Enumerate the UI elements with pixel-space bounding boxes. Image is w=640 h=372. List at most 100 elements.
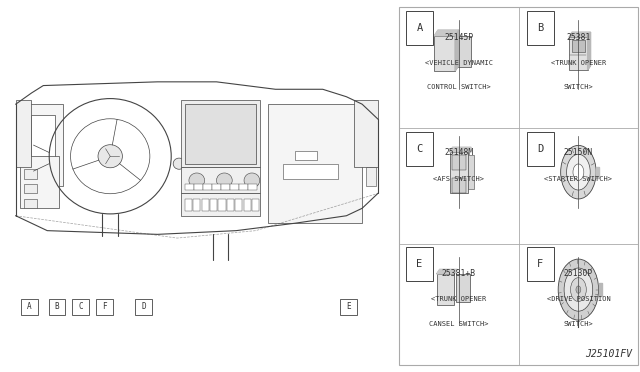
Text: F: F xyxy=(537,259,543,269)
Bar xyxy=(450,152,468,193)
Bar xyxy=(227,199,234,211)
Polygon shape xyxy=(436,269,458,274)
Bar xyxy=(24,104,63,186)
Text: A: A xyxy=(28,302,32,311)
Polygon shape xyxy=(455,30,459,71)
Circle shape xyxy=(173,158,185,169)
Bar xyxy=(244,199,251,211)
Bar xyxy=(24,184,37,193)
Text: E: E xyxy=(346,302,351,311)
Circle shape xyxy=(570,278,586,301)
Bar xyxy=(366,167,376,186)
Circle shape xyxy=(189,173,205,188)
Polygon shape xyxy=(596,167,599,178)
Text: 25145P: 25145P xyxy=(444,33,474,42)
Bar xyxy=(16,100,31,167)
Text: 25148M: 25148M xyxy=(444,148,474,157)
Polygon shape xyxy=(569,32,591,36)
FancyBboxPatch shape xyxy=(21,299,38,315)
FancyBboxPatch shape xyxy=(527,11,554,45)
Bar xyxy=(218,199,225,211)
Bar xyxy=(31,115,55,175)
Bar xyxy=(569,37,588,70)
Bar xyxy=(185,104,256,164)
Circle shape xyxy=(576,286,581,293)
Text: B: B xyxy=(537,23,543,33)
Polygon shape xyxy=(588,32,591,70)
Text: F: F xyxy=(102,302,107,311)
FancyBboxPatch shape xyxy=(527,132,554,166)
Text: C: C xyxy=(78,302,83,311)
Circle shape xyxy=(558,259,598,320)
Text: CONTROL SWITCH>: CONTROL SWITCH> xyxy=(427,84,491,90)
Text: <STARTER SWITCH>: <STARTER SWITCH> xyxy=(545,176,612,182)
Bar xyxy=(252,199,259,211)
Bar xyxy=(456,274,470,302)
Text: C: C xyxy=(417,144,422,154)
FancyBboxPatch shape xyxy=(136,299,152,315)
Bar xyxy=(436,274,454,305)
Bar xyxy=(193,199,200,211)
Bar xyxy=(456,36,471,67)
Bar xyxy=(202,199,209,211)
Bar xyxy=(239,184,248,190)
Bar xyxy=(203,184,212,190)
Bar xyxy=(24,199,37,208)
Polygon shape xyxy=(450,147,471,152)
Bar xyxy=(212,184,221,190)
Bar xyxy=(452,178,466,193)
Text: <AFS SWITCH>: <AFS SWITCH> xyxy=(433,176,484,182)
Circle shape xyxy=(244,173,260,188)
Bar xyxy=(20,156,59,208)
Circle shape xyxy=(561,145,596,199)
Text: SWITCH>: SWITCH> xyxy=(564,321,593,327)
Text: <DRIVE POSITION: <DRIVE POSITION xyxy=(547,296,611,302)
Text: <VEHICLE DYNAMIC: <VEHICLE DYNAMIC xyxy=(425,60,493,66)
Text: J25101FV: J25101FV xyxy=(586,349,632,359)
FancyBboxPatch shape xyxy=(72,299,89,315)
Bar xyxy=(235,199,243,211)
FancyBboxPatch shape xyxy=(406,132,433,166)
Bar xyxy=(230,184,239,190)
FancyBboxPatch shape xyxy=(49,299,65,315)
Text: A: A xyxy=(417,23,422,33)
Bar xyxy=(24,169,37,179)
Bar xyxy=(435,36,455,71)
Bar xyxy=(452,155,466,170)
Text: SWITCH>: SWITCH> xyxy=(564,84,593,90)
Bar xyxy=(572,40,585,51)
Text: D: D xyxy=(141,302,146,311)
Bar xyxy=(248,184,257,190)
FancyBboxPatch shape xyxy=(527,247,554,281)
Circle shape xyxy=(216,173,232,188)
Bar xyxy=(355,100,378,167)
Bar xyxy=(185,184,194,190)
Bar xyxy=(181,100,260,167)
FancyBboxPatch shape xyxy=(406,11,433,45)
Text: 25130P: 25130P xyxy=(564,269,593,278)
Polygon shape xyxy=(598,283,602,296)
FancyBboxPatch shape xyxy=(340,299,356,315)
Text: 25381+B: 25381+B xyxy=(442,269,476,278)
Bar xyxy=(194,184,203,190)
Text: D: D xyxy=(537,144,543,154)
Bar xyxy=(210,199,217,211)
Bar xyxy=(221,184,230,190)
Bar xyxy=(181,167,260,193)
Text: 25150N: 25150N xyxy=(564,148,593,157)
Text: B: B xyxy=(55,302,60,311)
Circle shape xyxy=(564,268,593,311)
Bar xyxy=(284,164,339,179)
Text: 25381: 25381 xyxy=(566,33,591,42)
Text: E: E xyxy=(417,259,422,269)
Circle shape xyxy=(98,145,122,168)
Bar xyxy=(468,155,474,189)
FancyBboxPatch shape xyxy=(406,247,433,281)
Text: CANSEL SWITCH>: CANSEL SWITCH> xyxy=(429,321,489,327)
Bar xyxy=(268,104,362,223)
Bar xyxy=(185,199,192,211)
Bar xyxy=(295,151,317,160)
Text: <TRUNK OPENER: <TRUNK OPENER xyxy=(551,60,606,66)
Circle shape xyxy=(573,164,584,180)
Circle shape xyxy=(566,154,590,190)
